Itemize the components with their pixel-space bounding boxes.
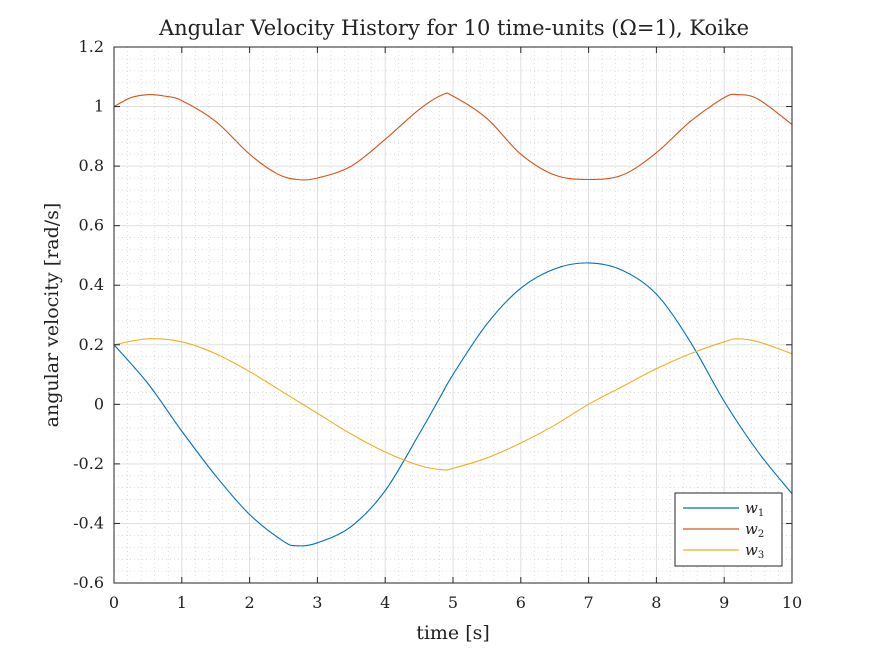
x-tick-label: 9	[719, 593, 729, 612]
tick-marks	[113, 46, 793, 584]
series-line-w3	[113, 338, 793, 471]
series-layer	[113, 92, 793, 547]
x-tick-labels: 0 1 2 3 4 5 6 7 8 9 10	[109, 593, 802, 612]
x-tick-label: 8	[651, 593, 661, 612]
x-tick-label: 7	[584, 593, 594, 612]
x-tick-label: 0	[109, 593, 119, 612]
x-tick-label: 1	[177, 593, 187, 612]
y-tick-label: -0.6	[73, 573, 104, 592]
x-tick-label: 4	[380, 593, 390, 612]
x-tick-label: 2	[245, 593, 255, 612]
y-tick-label: 0.6	[79, 216, 104, 235]
x-tick-label: 10	[782, 593, 802, 612]
y-tick-label: 0.4	[79, 275, 104, 294]
y-tick-label: -0.2	[73, 454, 104, 473]
y-tick-label: 1.2	[79, 37, 104, 56]
y-tick-label: -0.4	[73, 513, 104, 532]
chart-title: Angular Velocity History for 10 time-uni…	[158, 16, 749, 40]
x-tick-label: 3	[312, 593, 322, 612]
x-axis-label: time [s]	[416, 622, 490, 644]
minor-grid	[114, 47, 792, 583]
y-tick-label: 1	[94, 97, 104, 116]
y-axis-label: angular velocity [rad/s]	[41, 203, 63, 428]
y-tick-label: 0.2	[79, 335, 104, 354]
y-tick-label: 0.8	[79, 156, 104, 175]
series-line-w2	[113, 92, 793, 181]
series-line-w1	[113, 262, 793, 547]
y-tick-labels: -0.6 -0.4 -0.2 0 0.2 0.4 0.6 0.8 1 1.2	[73, 37, 104, 592]
y-tick-label: 0	[94, 394, 104, 413]
x-tick-label: 5	[448, 593, 458, 612]
x-tick-label: 6	[516, 593, 526, 612]
